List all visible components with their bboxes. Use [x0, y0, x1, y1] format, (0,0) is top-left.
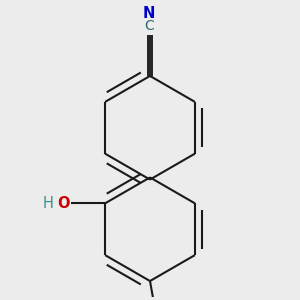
Text: H: H — [42, 196, 53, 211]
Text: N: N — [143, 6, 155, 21]
Text: O: O — [57, 196, 70, 211]
Text: C: C — [144, 19, 154, 33]
